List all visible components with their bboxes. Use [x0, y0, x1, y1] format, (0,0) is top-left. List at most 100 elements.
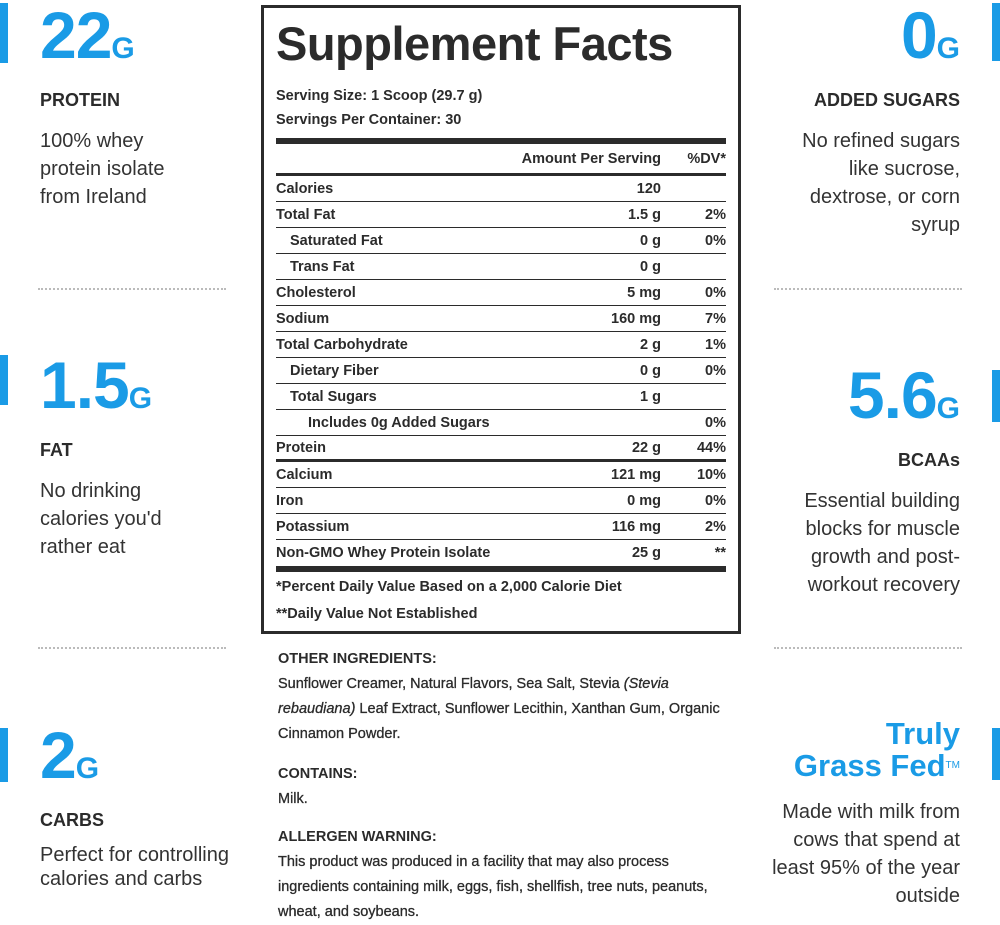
nutrient-amount: 2 g: [640, 336, 661, 353]
nutrient-amount: 22 g: [631, 439, 661, 456]
stat-desc: 100% whey protein isolate from Ireland: [40, 130, 165, 208]
nutrient-name: Potassium: [276, 518, 350, 535]
other-ingredients-title: OTHER INGREDIENTS:: [278, 651, 437, 667]
stat-unit: G: [75, 752, 100, 785]
nutrient-amount: 0 mg: [627, 492, 661, 509]
allergen-text: This product was produced in a facility …: [278, 854, 708, 920]
nutrient-amount: 0 g: [640, 232, 661, 249]
stat-value: 22: [40, 0, 112, 72]
stat-desc: No drinking calories you'd rather eat: [40, 480, 162, 558]
stat-unit: G: [936, 392, 960, 425]
nutrient-name: Cholesterol: [276, 284, 356, 301]
stat-desc: Perfect for controlling calories and car…: [40, 844, 229, 890]
supplement-facts-panel: Supplement Facts Serving Size: 1 Scoop (…: [261, 5, 741, 634]
text: (Stevia rebaudiana): [278, 676, 669, 717]
nutrient-amount: 0 g: [640, 362, 661, 379]
accent-bar: [992, 370, 1000, 422]
nutrient-dv: 2%: [705, 518, 726, 535]
footnote: *Percent Daily Value Based on a 2,000 Ca…: [276, 579, 622, 595]
panel-title: Supplement Facts: [276, 17, 673, 70]
facts-row: Calcium 121 mg 10%: [276, 462, 726, 488]
stat-label: CARBS: [40, 810, 105, 830]
nutrient-name: Total Sugars: [290, 388, 377, 405]
accent-bar: [992, 728, 1000, 780]
facts-row: Saturated Fat 0 g 0%: [276, 228, 726, 254]
nutrient-name: Total Carbohydrate: [276, 336, 408, 353]
nutrient-amount: 1.5 g: [627, 206, 661, 223]
nutrient-dv: 7%: [705, 310, 726, 327]
nutrient-name: Includes 0g Added Sugars: [308, 414, 490, 431]
dv-header: %DV*: [687, 150, 726, 167]
facts-row: Total Sugars 1 g: [276, 384, 726, 410]
nutrient-name: Protein: [276, 439, 326, 456]
nutrient-name: Calcium: [276, 466, 333, 483]
facts-row: Potassium 116 mg 2%: [276, 514, 726, 540]
nutrient-name: Sodium: [276, 310, 330, 327]
divider: [38, 647, 226, 649]
nutrient-dv: 0%: [705, 284, 726, 301]
amount-header: Amount Per Serving: [521, 150, 661, 167]
nutrient-name: Saturated Fat: [290, 232, 383, 249]
stat-title: Grass Fed: [793, 748, 946, 783]
nutrient-dv: **: [714, 545, 726, 561]
facts-row: Includes 0g Added Sugars 0%: [276, 410, 726, 436]
footnote: **Daily Value Not Established: [276, 606, 478, 622]
stat-bcaas: 5.6G BCAAs Essential building blocks for…: [730, 362, 960, 599]
accent-bar: [0, 728, 8, 782]
nutrient-amount: 5 mg: [627, 284, 661, 301]
stat-label: ADDED SUGARS: [813, 90, 960, 110]
facts-row: Cholesterol 5 mg 0%: [276, 280, 726, 306]
allergen-title: ALLERGEN WARNING:: [278, 829, 437, 845]
stat-fat: 1.5G FAT No drinking calories you'd rath…: [40, 352, 270, 561]
nutrient-amount: 120: [636, 180, 661, 197]
nutrient-name: Dietary Fiber: [290, 362, 379, 379]
accent-bar: [0, 355, 8, 405]
stat-protein: 22G PROTEIN 100% whey protein isolate fr…: [40, 2, 270, 211]
facts-row: Protein 22 g 44%: [276, 436, 726, 462]
stat-value: 1.5: [40, 348, 130, 422]
nutrient-name: Iron: [276, 492, 304, 509]
stat-desc: Essential building blocks for muscle gro…: [804, 490, 960, 596]
nutrient-dv: 10%: [696, 466, 726, 483]
servings-per-container: Servings Per Container: 30: [276, 112, 462, 128]
serving-size: Serving Size: 1 Scoop (29.7 g): [276, 88, 483, 104]
divider: [774, 647, 962, 649]
facts-row: Total Fat 1.5 g 2%: [276, 202, 726, 228]
nutrient-name: Non-GMO Whey Protein Isolate: [276, 545, 491, 561]
nutrient-name: Total Fat: [276, 206, 336, 223]
stat-desc: Made with milk from cows that spend at l…: [772, 801, 960, 907]
nutrient-dv: 44%: [696, 439, 726, 456]
nutrient-amount: 121 mg: [611, 466, 661, 483]
facts-row: Non-GMO Whey Protein Isolate 25 g **: [276, 540, 726, 566]
stat-unit: G: [111, 32, 135, 65]
trademark: TM: [945, 760, 960, 771]
nutrient-amount: 25 g: [631, 545, 661, 561]
stat-grass-fed: Truly Grass FedTM Made with milk from co…: [730, 718, 960, 910]
contains-text: Milk.: [278, 791, 308, 807]
stat-desc: No refined sugars like sucrose, dextrose…: [802, 130, 960, 236]
nutrient-amount: 0 g: [640, 258, 661, 275]
contains-title: CONTAINS:: [278, 766, 358, 782]
facts-header: Amount Per Serving %DV*: [276, 144, 726, 176]
stat-carbs: 2G CARBS Perfect for controlling calorie…: [40, 722, 270, 891]
nutrient-dv: 2%: [705, 206, 726, 223]
stat-label: BCAAs: [897, 450, 960, 470]
nutrient-name: Trans Fat: [290, 258, 355, 275]
text: Sunflower Creamer, Natural Flavors, Sea …: [278, 676, 624, 692]
divider: [38, 288, 226, 290]
divider: [276, 138, 726, 144]
facts-row: Total Carbohydrate 2 g 1%: [276, 332, 726, 358]
nutrient-dv: 0%: [705, 414, 726, 431]
divider: [774, 288, 962, 290]
stat-title: Truly: [885, 716, 960, 751]
facts-rows: Calories 120 Total Fat 1.5 g 2% Saturated Fat…: [276, 176, 726, 566]
nutrient-dv: 0%: [705, 492, 726, 509]
stat-value: 5.6: [847, 358, 938, 432]
facts-row: Dietary Fiber 0 g 0%: [276, 358, 726, 384]
nutrient-amount: 116 mg: [611, 518, 661, 535]
facts-row: Iron 0 mg 0%: [276, 488, 726, 514]
text: Leaf Extract, Sunflower Lecithin, Xantha…: [278, 701, 720, 742]
stat-label: PROTEIN: [40, 90, 121, 110]
stat-value: 0: [900, 0, 938, 72]
stat-label: FAT: [40, 440, 73, 460]
